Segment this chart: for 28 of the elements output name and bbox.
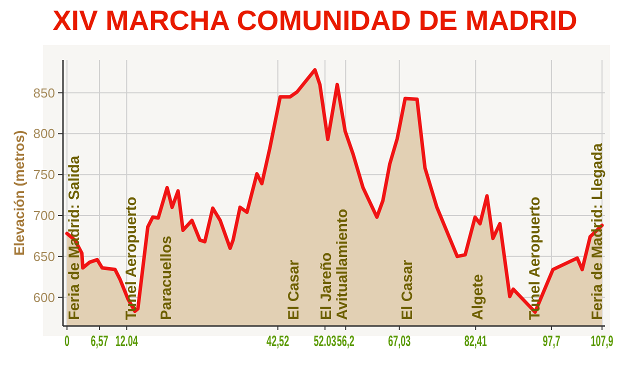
x-tick-label: 82,41 (464, 332, 487, 350)
y-axis-title: Elevación (metros) (11, 130, 27, 256)
y-tick-label: 750 (33, 167, 55, 182)
x-tick-label: 42,52 (266, 332, 290, 350)
x-tick-label: 56,2 (336, 332, 354, 350)
annotation: El Casar (285, 260, 302, 320)
x-tick-label: 67,03 (388, 332, 411, 350)
annotation: Tunel Aeropuerto (122, 196, 140, 320)
x-tick-label: 12.04 (115, 332, 138, 350)
y-tick-label: 650 (33, 248, 55, 264)
annotation: Algete (470, 274, 487, 320)
y-tick-label: 600 (33, 290, 55, 305)
x-tick-label: 52.03 (314, 332, 336, 350)
y-tick-label: 850 (33, 85, 55, 100)
annotation: Paracuellos (158, 236, 175, 320)
x-tick-label: 107,9 (590, 332, 614, 350)
annotation: El Casar (399, 260, 416, 320)
annotation: Avituallamiento (334, 208, 352, 320)
y-tick-label: 800 (33, 126, 55, 142)
annotation: El Jareño (318, 252, 335, 320)
x-tick-label: 6,57 (90, 332, 108, 350)
chart-title: XIV MARCHA COMUNIDAD DE MADRID (52, 5, 578, 36)
annotation: Feria de Madrid: Salida (66, 155, 83, 320)
x-tick-label: 97,7 (542, 332, 560, 350)
annotation: Tunel Aeropuerto (526, 196, 544, 320)
annotation: Feria de Madrid: Llegada (588, 142, 606, 320)
y-tick-label: 700 (33, 208, 55, 224)
x-tick-label: 0 (64, 332, 70, 350)
